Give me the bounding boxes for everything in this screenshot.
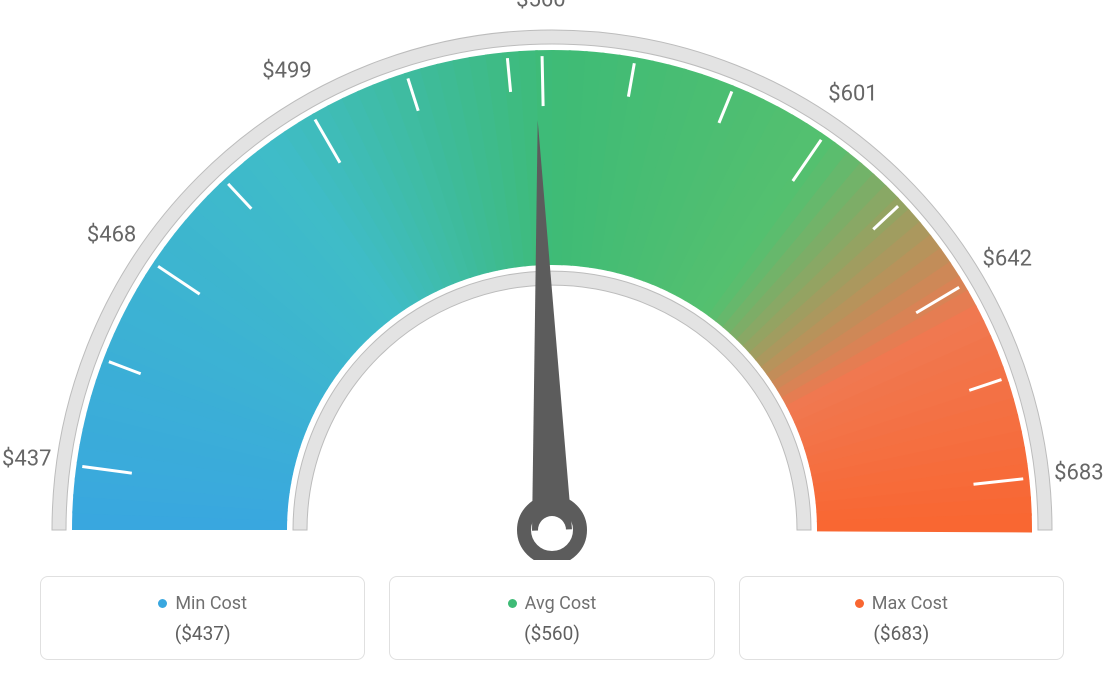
gauge-svg [0, 0, 1104, 560]
legend-value-max: ($683) [760, 622, 1043, 645]
legend-card-avg: Avg Cost ($560) [389, 576, 714, 660]
legend-row: Min Cost ($437) Avg Cost ($560) Max Cost… [40, 576, 1064, 660]
legend-card-min: Min Cost ($437) [40, 576, 365, 660]
gauge-tick-label: $499 [262, 59, 311, 84]
legend-value-avg: ($560) [410, 622, 693, 645]
legend-label-max: Max Cost [872, 593, 948, 614]
legend-dot-min [158, 599, 167, 608]
gauge-tick-label: $437 [2, 446, 51, 471]
legend-label-min: Min Cost [175, 593, 247, 614]
gauge-chart: $437 $468 $499 $560 $601 $642 $683 [0, 0, 1104, 560]
legend-label-wrap: Avg Cost [508, 593, 597, 614]
gauge-tick-label: $601 [828, 81, 877, 106]
gauge-tick-label: $468 [87, 223, 136, 248]
legend-label-wrap: Max Cost [855, 593, 948, 614]
legend-label-wrap: Min Cost [158, 593, 247, 614]
gauge-tick-label: $642 [983, 246, 1032, 271]
legend-value-min: ($437) [61, 622, 344, 645]
legend-dot-max [855, 599, 864, 608]
legend-dot-avg [508, 599, 517, 608]
legend-card-max: Max Cost ($683) [739, 576, 1064, 660]
gauge-tick-label: $683 [1054, 460, 1103, 485]
legend-label-avg: Avg Cost [525, 593, 597, 614]
gauge-tick-label: $560 [516, 0, 565, 13]
